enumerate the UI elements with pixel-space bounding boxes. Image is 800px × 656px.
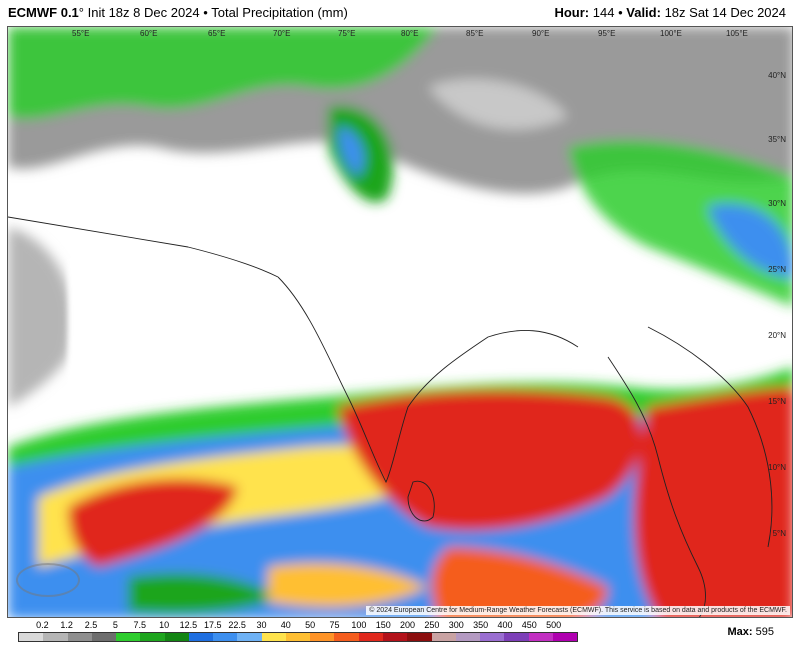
legend-swatch: [382, 633, 408, 641]
model-name: ECMWF 0.1: [8, 5, 79, 20]
lat-label-35n: 35°N: [768, 135, 786, 144]
legend-swatch: [140, 633, 165, 641]
legend-swatch: [407, 633, 432, 641]
legend-swatch: [237, 633, 262, 641]
legend-label: 7.5: [133, 620, 146, 630]
legend-label: 40: [280, 620, 291, 630]
legend-swatch: [43, 633, 68, 641]
legend-label: 450: [521, 620, 537, 630]
lat-label-30n: 30°N: [768, 199, 786, 208]
legend-label: 350: [473, 620, 489, 630]
legend-label: 30: [256, 620, 267, 630]
legend-label: 1.2: [60, 620, 73, 630]
valid-value: 18z Sat 14 Dec 2024: [664, 5, 786, 20]
lon-label-95e: 95°E: [598, 29, 616, 38]
map-header: ECMWF 0.1° Init 18z 8 Dec 2024 • Total P…: [0, 0, 800, 26]
legend-swatch: [358, 633, 383, 641]
legend-label: 250: [424, 620, 440, 630]
legend-label: 100: [351, 620, 367, 630]
legend-swatch: [285, 633, 311, 641]
valid-label: Valid:: [626, 5, 661, 20]
legend-swatch: [334, 633, 359, 641]
legend-swatch: [19, 633, 44, 641]
lat-label-5n: 5°N: [772, 529, 786, 538]
lat-label-20n: 20°N: [768, 331, 786, 340]
legend-label: 50: [305, 620, 316, 630]
legend-swatch: [528, 633, 553, 641]
header-left: ECMWF 0.1° Init 18z 8 Dec 2024 • Total P…: [8, 0, 348, 26]
legend-swatch: [91, 633, 117, 641]
legend-label: 5: [112, 620, 118, 630]
precipitation-map[interactable]: 55°E 60°E 65°E 70°E 75°E 80°E 85°E 90°E …: [7, 26, 793, 618]
legend-label: 0.2: [36, 620, 49, 630]
legend-swatch: [213, 633, 238, 641]
ecmwf-credit: © 2024 European Centre for Medium-Range …: [366, 606, 790, 615]
max-value: 595: [755, 626, 774, 638]
max-readout: Max: 595: [728, 626, 774, 638]
lon-label-55e: 55°E: [72, 29, 90, 38]
legend-swatch: [455, 633, 481, 641]
legend-label: 500: [546, 620, 562, 630]
legend-swatch: [480, 633, 505, 641]
legend-label: 200: [400, 620, 416, 630]
legend-color-bar: [18, 632, 578, 642]
init-time: Init 18z 8 Dec 2024: [87, 5, 200, 20]
header-right: Hour: 144 • Valid: 18z Sat 14 Dec 2024: [554, 0, 786, 26]
lon-label-75e: 75°E: [338, 29, 356, 38]
lon-label-60e: 60°E: [140, 29, 158, 38]
lon-label-80e: 80°E: [401, 29, 419, 38]
legend-label: 400: [497, 620, 513, 630]
legend-labels: 0.2 1.2 2.5 5 7.5 10 12.5 17.5 22.5 30 40 50 75 100 15…: [18, 620, 578, 632]
max-label: Max:: [727, 626, 753, 638]
legend-swatch: [67, 633, 92, 641]
map-canvas: [8, 27, 792, 617]
dry-areas: [68, 174, 478, 420]
legend-swatch: [164, 633, 189, 641]
north-precip-field: [8, 27, 792, 407]
lat-label-25n: 25°N: [768, 265, 786, 274]
lat-label-40n: 40°N: [768, 71, 786, 80]
lon-label-65e: 65°E: [208, 29, 226, 38]
lon-label-85e: 85°E: [466, 29, 484, 38]
precip-legend: 0.2 1.2 2.5 5 7.5 10 12.5 17.5 22.5 30 40 50 75 100 15…: [18, 620, 578, 656]
degree-symbol: °: [78, 5, 84, 20]
legend-label: 17.5: [204, 620, 222, 630]
coastlines: [8, 216, 773, 617]
legend-label: 300: [448, 620, 464, 630]
legend-label: 2.5: [84, 620, 98, 630]
hour-label: Hour:: [554, 5, 590, 20]
legend-swatch: [261, 633, 286, 641]
hour-value: 144: [592, 5, 615, 20]
lat-label-10n: 10°N: [768, 463, 786, 472]
legend-label: 12.5: [179, 620, 198, 630]
weatherbell-logo: [16, 563, 80, 597]
legend-label: 75: [329, 620, 340, 630]
lon-label-100e: 100°E: [660, 29, 682, 38]
legend-swatch: [188, 633, 214, 641]
lon-label-70e: 70°E: [273, 29, 291, 38]
separator-bullet: •: [203, 5, 208, 20]
lat-label-15n: 15°N: [768, 397, 786, 406]
legend-label: 10: [159, 620, 170, 630]
separator-bullet-2: •: [618, 5, 623, 20]
legend-label: 22.5: [228, 620, 246, 630]
product-name: Total Precipitation (mm): [211, 5, 348, 20]
lon-label-90e: 90°E: [532, 29, 550, 38]
legend-swatch: [310, 633, 335, 641]
legend-swatch: [504, 633, 529, 641]
legend-swatch: [431, 633, 456, 641]
legend-swatch: [552, 633, 578, 641]
southern-precip-band: [8, 367, 792, 617]
lon-label-105e: 105°E: [726, 29, 748, 38]
legend-swatch: [116, 633, 141, 641]
legend-label: 150: [375, 620, 391, 630]
